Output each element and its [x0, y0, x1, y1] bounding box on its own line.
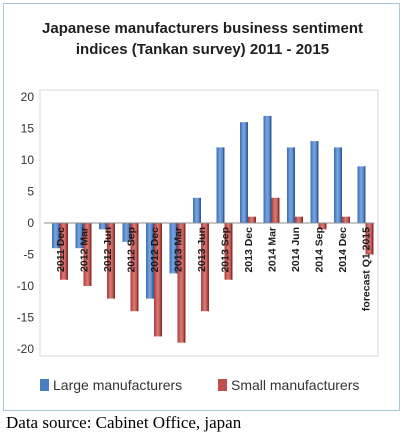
bar-small-shade-6	[207, 223, 209, 312]
bar-small-shade-4	[160, 223, 162, 337]
bar-large-shade-1	[82, 223, 84, 249]
data-source-note: Data source: Cabinet Office, japan	[6, 413, 242, 432]
bar-small-shade-12	[348, 216, 350, 223]
bar-small-shade-9	[278, 197, 280, 223]
y-tick-label: 5	[27, 185, 34, 199]
bar-small-shade-13	[372, 223, 374, 255]
bar-small-13	[365, 223, 374, 255]
x-category-label: 2012 Jun	[102, 227, 114, 272]
bar-large-4	[146, 223, 154, 299]
bar-small-6	[201, 223, 209, 312]
bar-large-shade-9	[270, 115, 272, 223]
bar-large-shade-6	[199, 197, 201, 223]
chart-title-line-1: Japanese manufacturers business sentimen…	[42, 20, 363, 37]
x-axis-labels: 2011 Dec 2012 Mar 2012 Jun 2012 Sep 2012 Dec…	[55, 227, 373, 311]
bar-small-3	[130, 223, 139, 312]
bar-large-8	[240, 122, 248, 223]
bar-large-shade-0	[58, 223, 60, 249]
bar-small-12	[342, 216, 350, 223]
bar-large-shade-12	[340, 147, 342, 223]
bar-large-shade-2	[105, 223, 107, 230]
bar-small-8	[248, 216, 256, 223]
bar-large-shade-13	[364, 166, 366, 223]
bar-large-12	[334, 147, 342, 223]
x-category-label: 2014 Mar	[267, 227, 279, 272]
bar-small-1	[83, 223, 92, 286]
bar-large-shade-3	[129, 223, 131, 242]
bar-large-shade-8	[246, 122, 248, 223]
x-category-label: 2013 Jun	[196, 227, 208, 272]
x-category-label: 2013 Sep	[220, 227, 232, 273]
x-category-label: 2014 Dec	[337, 227, 349, 273]
x-category-label: forecast Q1 2015	[361, 227, 373, 311]
bar-small-9	[271, 197, 280, 223]
bar-large-shade-5	[176, 223, 178, 274]
bar-small-shade-10	[301, 216, 303, 223]
bar-small-2	[107, 223, 115, 299]
x-category-label: 2011 Dec	[55, 227, 67, 272]
bar-small-5	[177, 223, 186, 343]
bar-small-11	[318, 223, 327, 230]
legend-item-small: Small manufacturers	[218, 377, 359, 393]
legend-item-large: Large manufacturers	[40, 377, 182, 393]
bar-large-3	[122, 223, 131, 242]
bar-small-shade-7	[231, 223, 233, 280]
bar-small-shade-2	[113, 223, 115, 299]
bar-large-2	[99, 223, 107, 230]
bar-small-shade-5	[184, 223, 186, 343]
bar-large-1	[75, 223, 84, 249]
y-tick-label: 15	[21, 122, 35, 136]
legend-label-large: Large manufacturers	[53, 377, 183, 393]
bar-large-shade-4	[152, 223, 154, 299]
bar-large-9	[263, 115, 272, 223]
y-tick-label: -10	[17, 279, 35, 293]
bar-large-0	[52, 223, 60, 249]
bar-large-10	[287, 147, 295, 223]
x-category-label: 2013 Dec	[243, 227, 255, 273]
legend-label-small: Small manufacturers	[231, 377, 360, 393]
bar-small-shade-0	[66, 223, 68, 280]
y-tick-label: -20	[17, 342, 35, 356]
x-category-label: 2012 Dec	[149, 227, 161, 273]
x-category-label: 2014 Sep	[314, 227, 326, 273]
bar-small-shade-3	[137, 223, 139, 312]
bar-chart: 20 15 10 5 0 -5 -10 -15 -20 2011 Dec 2012 Mar 2012…	[17, 89, 379, 357]
legend-swatch-large	[40, 379, 49, 391]
y-tick-label: 0	[27, 216, 34, 230]
x-category-label: 2014 Jun	[290, 227, 302, 272]
bar-large-11	[310, 141, 319, 223]
chart-frame: Japanese manufacturers business sentimen…	[3, 3, 400, 411]
chart-title-line-2: indices (Tankan survey) 2011 - 2015	[75, 41, 330, 58]
bars	[52, 115, 374, 343]
legend: Large manufacturers Small manufacturers	[40, 377, 380, 397]
x-category-label: 2012 Sep	[126, 227, 138, 273]
legend-swatch-small	[218, 379, 227, 391]
chart-title: Japanese manufacturers business sentimen…	[4, 18, 401, 60]
bar-small-4	[154, 223, 162, 337]
bar-small-7	[224, 223, 233, 280]
y-tick-label: -5	[23, 248, 34, 262]
y-tick-label: 10	[21, 153, 35, 167]
y-tick-label: 20	[21, 90, 35, 104]
bar-small-shade-1	[90, 223, 92, 286]
bar-small-0	[60, 223, 68, 280]
bar-large-13	[357, 166, 366, 223]
y-tick-label: -15	[17, 311, 35, 325]
bar-large-6	[193, 197, 201, 223]
x-category-label: 2013 Mar	[173, 227, 185, 272]
x-category-label: 2012 Mar	[79, 227, 91, 272]
bar-large-7	[216, 147, 225, 223]
y-axis: 20 15 10 5 0 -5 -10 -15 -20	[17, 90, 35, 356]
bar-small-shade-8	[254, 216, 256, 223]
bar-large-shade-11	[317, 141, 319, 223]
bar-large-5	[169, 223, 178, 274]
bar-large-shade-10	[293, 147, 295, 223]
bar-small-10	[295, 216, 303, 223]
bar-small-shade-11	[325, 223, 327, 230]
bar-large-shade-7	[223, 147, 225, 223]
